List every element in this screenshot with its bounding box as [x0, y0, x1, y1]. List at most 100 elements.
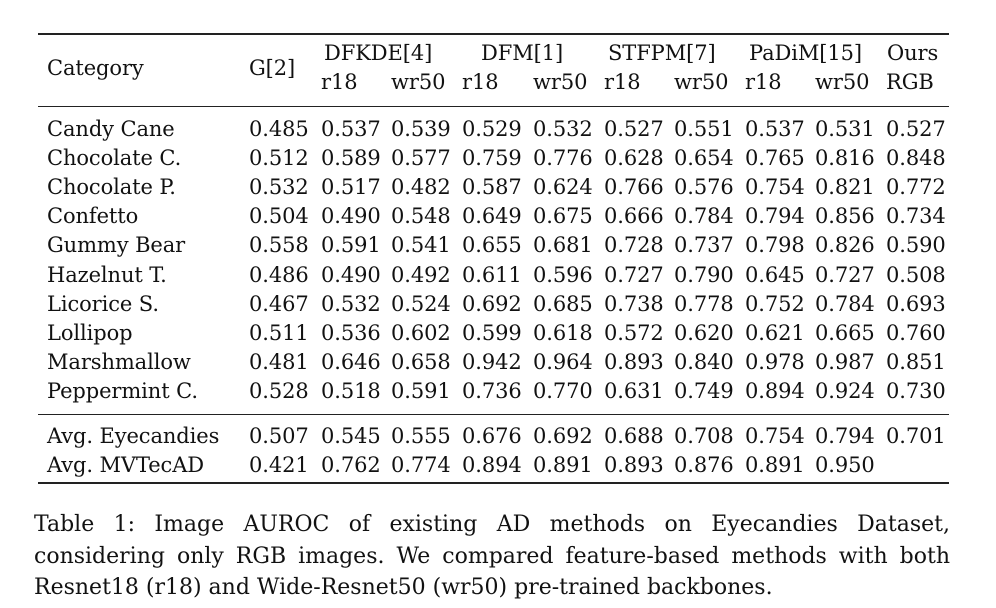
row-value: 0.685: [533, 291, 593, 316]
row-value: 0.790: [674, 262, 734, 287]
row-value: 0.749: [674, 378, 734, 403]
row-category: Candy Cane: [47, 117, 175, 141]
avg-row-value: 0.688: [604, 424, 664, 448]
row-value: 0.524: [391, 291, 451, 316]
row-value: 0.665: [815, 320, 875, 345]
row-value: 0.772: [886, 175, 946, 200]
row-value: 0.776: [533, 146, 593, 171]
row-value: 0.529: [462, 117, 522, 141]
row-value: 0.816: [815, 146, 875, 171]
row-value: 0.760: [886, 320, 946, 345]
row-value: 0.504: [249, 204, 309, 229]
row-value: 0.737: [674, 233, 734, 258]
header-sub-r18: r18: [604, 70, 641, 94]
row-value: 0.654: [674, 146, 734, 171]
row-category: Licorice S.: [47, 291, 159, 316]
row-value: 0.784: [674, 204, 734, 229]
row-value: 0.730: [886, 378, 946, 403]
row-value: 0.537: [321, 117, 381, 141]
row-value: 0.532: [249, 175, 309, 200]
row-value: 0.987: [815, 349, 875, 374]
row-value: 0.536: [321, 320, 381, 345]
row-value: 0.693: [886, 291, 946, 316]
row-value: 0.490: [321, 204, 381, 229]
row-category: Gummy Bear: [47, 233, 186, 258]
row-value: 0.481: [249, 349, 309, 374]
row-value: 0.692: [462, 291, 522, 316]
row-value: 0.537: [745, 117, 805, 141]
row-value: 0.551: [674, 117, 734, 141]
row-value: 0.589: [321, 146, 381, 171]
row-value: 0.978: [745, 349, 805, 374]
row-value: 0.486: [249, 262, 309, 287]
average-separator-rule: [38, 414, 949, 415]
avg-row-value: 0.893: [604, 453, 664, 478]
row-value: 0.548: [391, 204, 451, 229]
row-value: 0.611: [462, 262, 522, 287]
row-value: 0.587: [462, 175, 522, 200]
row-value: 0.738: [604, 291, 664, 316]
row-value: 0.766: [604, 175, 664, 200]
row-value: 0.624: [533, 175, 593, 200]
row-value: 0.728: [604, 233, 664, 258]
row-category: Chocolate C.: [47, 146, 182, 171]
row-value: 0.482: [391, 175, 451, 200]
row-value: 0.527: [886, 117, 946, 141]
avg-row-value: 0.676: [462, 424, 522, 448]
header-g: G[2]: [249, 56, 296, 80]
avg-row-value: 0.555: [391, 424, 451, 448]
row-value: 0.964: [533, 349, 593, 374]
row-category: Confetto: [47, 204, 139, 229]
row-category: Marshmallow: [47, 349, 191, 374]
row-value: 0.490: [321, 262, 381, 287]
avg-row-value: 0.774: [391, 453, 451, 478]
top-rule: [38, 33, 949, 35]
row-value: 0.794: [745, 204, 805, 229]
header-padim: PaDiM[15]: [749, 41, 862, 65]
header-sub-r18: r18: [462, 70, 499, 94]
row-value: 0.893: [604, 349, 664, 374]
row-value: 0.532: [533, 117, 593, 141]
header-category: Category: [47, 56, 144, 80]
row-value: 0.658: [391, 349, 451, 374]
avg-row-value: 0.692: [533, 424, 593, 448]
header-sub-wr50: wr50: [674, 70, 729, 94]
row-value: 0.826: [815, 233, 875, 258]
row-value: 0.531: [815, 117, 875, 141]
row-value: 0.631: [604, 378, 664, 403]
row-value: 0.770: [533, 378, 593, 403]
header-sub-r18: r18: [321, 70, 358, 94]
avg-row-value: 0.894: [462, 453, 522, 478]
row-value: 0.645: [745, 262, 805, 287]
row-value: 0.628: [604, 146, 664, 171]
avg-row-value: 0.421: [249, 453, 309, 478]
row-value: 0.599: [462, 320, 522, 345]
row-value: 0.618: [533, 320, 593, 345]
header-dfm: DFM[1]: [481, 41, 564, 65]
row-value: 0.754: [745, 175, 805, 200]
header-ours: Ours: [887, 41, 939, 65]
row-value: 0.675: [533, 204, 593, 229]
row-value: 0.532: [321, 291, 381, 316]
row-value: 0.558: [249, 233, 309, 258]
row-value: 0.784: [815, 291, 875, 316]
row-value: 0.467: [249, 291, 309, 316]
row-value: 0.620: [674, 320, 734, 345]
row-value: 0.798: [745, 233, 805, 258]
row-value: 0.591: [391, 378, 451, 403]
bottom-rule: [38, 482, 949, 484]
row-category: Lollipop: [47, 320, 133, 345]
row-value: 0.572: [604, 320, 664, 345]
avg-row-value: 0.708: [674, 424, 734, 448]
row-value: 0.528: [249, 378, 309, 403]
row-value: 0.492: [391, 262, 451, 287]
row-category: Peppermint C.: [47, 378, 198, 403]
header-sub-wr50: wr50: [391, 70, 446, 94]
row-value: 0.942: [462, 349, 522, 374]
header-sub-r18: r18: [745, 70, 782, 94]
row-value: 0.518: [321, 378, 381, 403]
row-value: 0.736: [462, 378, 522, 403]
row-value: 0.727: [604, 262, 664, 287]
row-value: 0.894: [745, 378, 805, 403]
avg-row-value: 0.762: [321, 453, 381, 478]
